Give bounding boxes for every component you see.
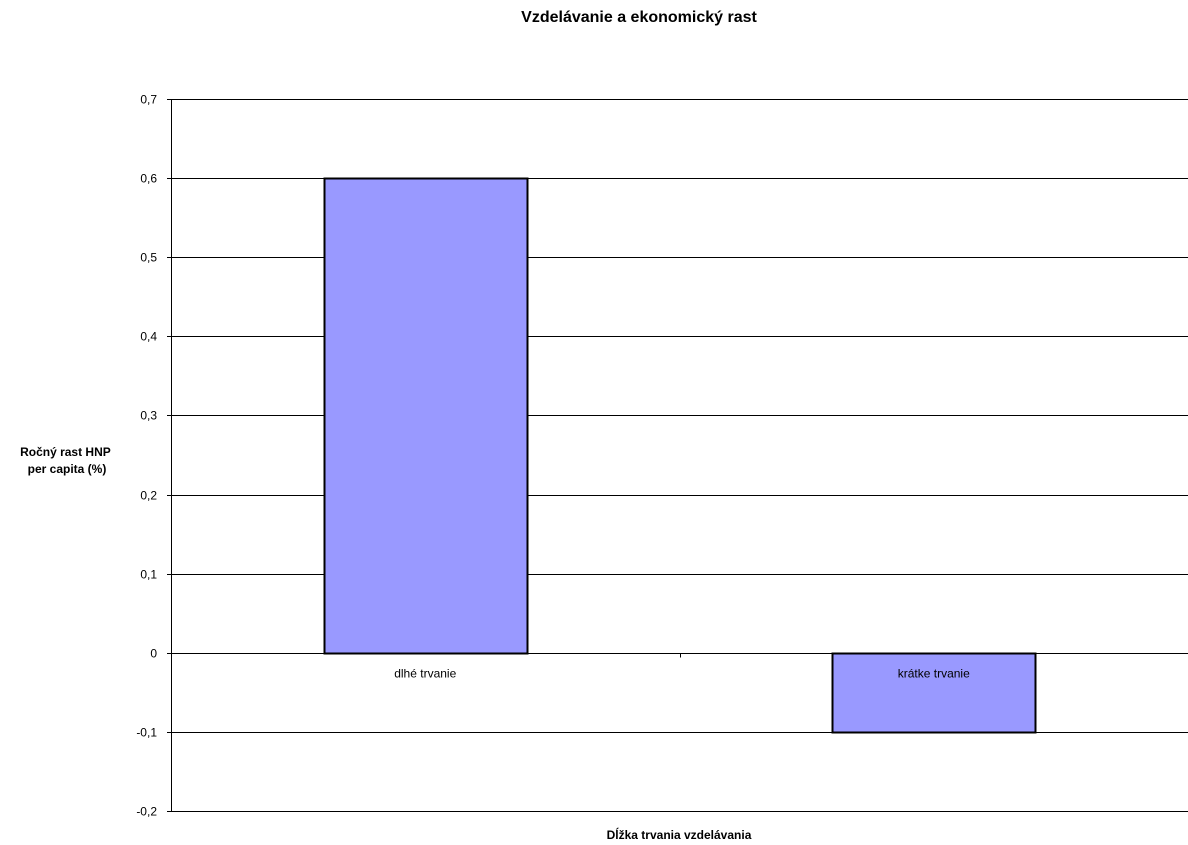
bar-1 [323,177,529,655]
y-tick-label: -0,2 [136,805,157,819]
y-tick-label: 0,5 [140,251,157,265]
y-axis-title: Ročný rast HNP per capita (%) [20,445,114,476]
y-tick-label: 0,1 [140,568,157,582]
y-tick-label: 0,7 [140,93,157,107]
y-tick-label: 0 [150,647,157,661]
y-axis-title-line-2: per capita (%) [28,462,107,476]
category-label: dlhé trvanie [394,667,456,681]
y-tick-label: 0,6 [140,172,157,186]
axes [167,99,681,812]
category-labels: dlhé trvanie krátke trvanie [394,667,970,681]
category-label: krátke trvanie [898,667,970,681]
y-tick-labels: 0,7 0,6 0,5 0,4 0,3 0,2 0,1 0 -0,1 -0,2 [136,93,157,819]
y-tick-label: 0,4 [140,330,157,344]
x-axis-title: Dĺžka trvania vzdelávania [607,827,752,842]
bar-2 [831,652,1037,734]
chart-title: Vzdelávanie a ekonomický rast [521,9,757,26]
y-tick-label: 0,2 [140,489,157,503]
y-tick-label: -0,1 [136,726,157,740]
bars [323,177,1037,734]
y-axis-title-line-1: Ročný rast HNP [20,445,111,459]
y-tick-label: 0,3 [140,409,157,423]
